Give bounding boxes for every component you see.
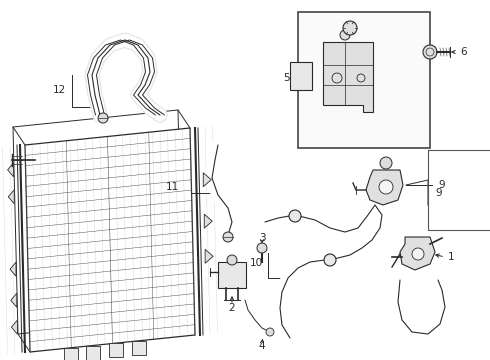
Polygon shape bbox=[10, 262, 16, 276]
Circle shape bbox=[380, 157, 392, 169]
Polygon shape bbox=[132, 341, 146, 355]
Text: 8: 8 bbox=[313, 117, 319, 127]
Text: 4: 4 bbox=[259, 341, 265, 351]
Text: 9: 9 bbox=[435, 188, 441, 198]
Polygon shape bbox=[25, 128, 195, 352]
Polygon shape bbox=[400, 237, 435, 270]
Polygon shape bbox=[218, 262, 246, 288]
Polygon shape bbox=[203, 173, 211, 187]
Polygon shape bbox=[11, 320, 18, 334]
Text: 1: 1 bbox=[448, 252, 455, 262]
Bar bbox=[428, 150, 490, 230]
Circle shape bbox=[412, 248, 424, 260]
Circle shape bbox=[343, 21, 357, 35]
Polygon shape bbox=[204, 214, 212, 228]
Text: 2: 2 bbox=[229, 303, 235, 313]
Polygon shape bbox=[205, 249, 213, 264]
Circle shape bbox=[340, 30, 350, 40]
Text: 9: 9 bbox=[438, 180, 444, 190]
Text: 11: 11 bbox=[166, 182, 179, 192]
Circle shape bbox=[423, 45, 437, 59]
Text: 5: 5 bbox=[283, 73, 290, 83]
Circle shape bbox=[379, 180, 393, 194]
Text: 6: 6 bbox=[460, 47, 466, 57]
Circle shape bbox=[227, 255, 237, 265]
Polygon shape bbox=[86, 346, 99, 360]
Text: 10: 10 bbox=[250, 258, 263, 268]
Circle shape bbox=[98, 113, 108, 123]
Polygon shape bbox=[8, 190, 14, 204]
Circle shape bbox=[324, 254, 336, 266]
Text: 3: 3 bbox=[259, 233, 265, 243]
Text: 12: 12 bbox=[53, 85, 66, 95]
Bar bbox=[298, 12, 430, 148]
Polygon shape bbox=[8, 163, 14, 177]
Polygon shape bbox=[366, 170, 403, 205]
Bar bbox=[290, 62, 312, 90]
Polygon shape bbox=[109, 343, 123, 357]
Polygon shape bbox=[11, 293, 17, 307]
Polygon shape bbox=[64, 348, 78, 360]
Text: 7: 7 bbox=[330, 13, 337, 23]
Circle shape bbox=[266, 328, 274, 336]
Circle shape bbox=[289, 210, 301, 222]
Polygon shape bbox=[323, 42, 373, 112]
Circle shape bbox=[223, 232, 233, 242]
Circle shape bbox=[257, 243, 267, 253]
